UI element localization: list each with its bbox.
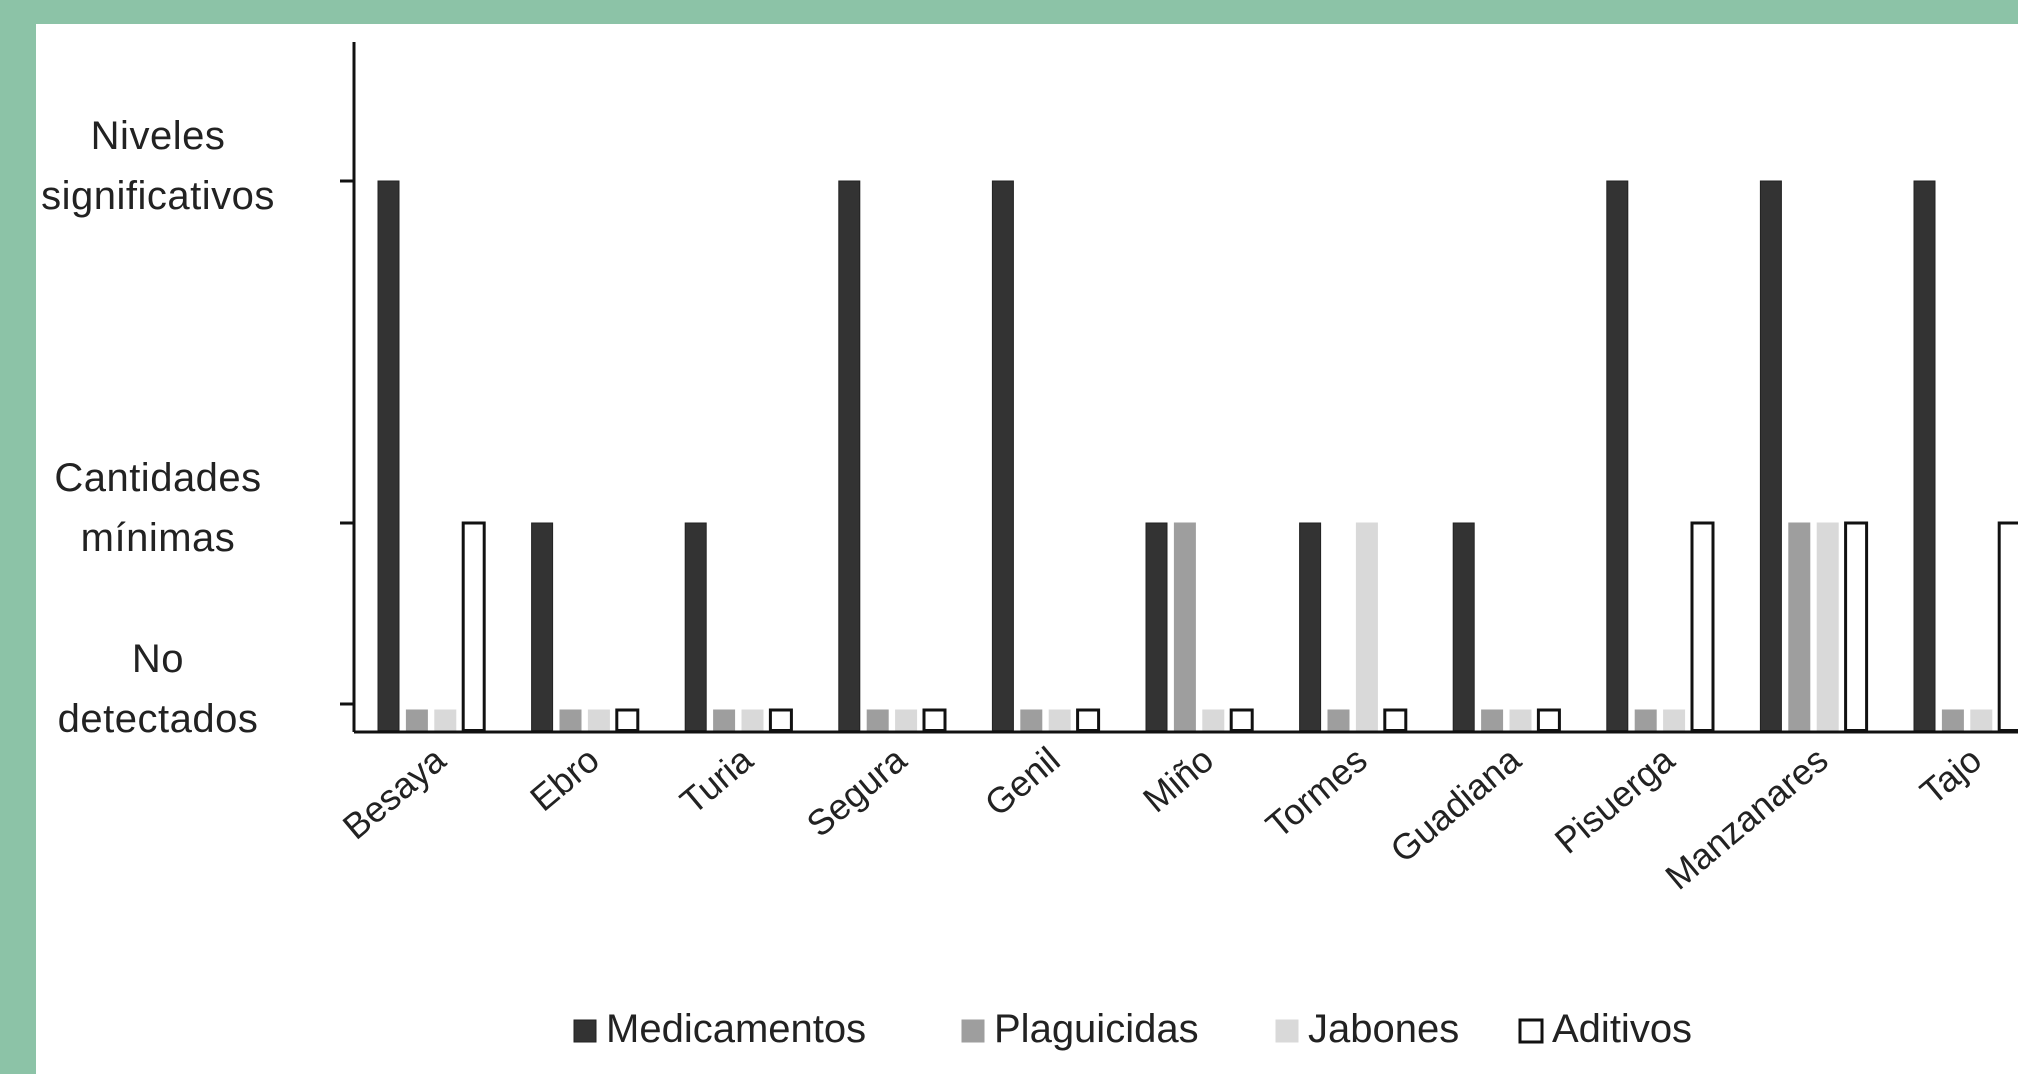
bar-aditivos-tormes bbox=[1383, 708, 1408, 732]
bar-aditivos-besaya bbox=[461, 521, 486, 732]
bar-medicamentos-turia bbox=[684, 522, 707, 731]
x-tick-label: Turia bbox=[672, 738, 761, 822]
legend-label-jabones: Jabones bbox=[1308, 1007, 1459, 1051]
bar-medicamentos-genil bbox=[991, 180, 1014, 731]
axes-group bbox=[340, 42, 2018, 734]
bar-aditivos-turia bbox=[768, 708, 793, 732]
bar-chart: No detectados Cantidades mínimas Niveles sign… bbox=[41, 42, 2018, 1051]
bar-jabones-tormes bbox=[1355, 522, 1378, 731]
x-tick-label: Manzanares bbox=[1657, 739, 1835, 898]
y-tick-label: No detectados bbox=[58, 637, 259, 741]
legend: Medicamentos Plaguicidas Jabones Aditivos bbox=[573, 1007, 1692, 1051]
legend-label-aditivos: Aditivos bbox=[1552, 1007, 1692, 1051]
bar-aditivos-genil bbox=[1076, 708, 1101, 732]
bar-jabones-guadiana bbox=[1509, 709, 1532, 731]
legend-swatch-aditivos bbox=[1518, 1018, 1544, 1044]
legend-label-medicamentos: Medicamentos bbox=[606, 1007, 866, 1051]
bar-plaguicidas-tormes bbox=[1327, 709, 1350, 731]
bar-plaguicidas-segura bbox=[866, 709, 889, 731]
x-tick-label: Ebro bbox=[522, 739, 607, 819]
bar-plaguicidas-pisuerga bbox=[1634, 709, 1657, 731]
bar-medicamentos-guadiana bbox=[1452, 522, 1475, 731]
x-tick-label: Guadiana bbox=[1382, 738, 1529, 870]
bar-medicamentos-ebro bbox=[531, 522, 554, 731]
bar-medicamentos-tormes bbox=[1299, 522, 1322, 731]
bar-aditivos-segura bbox=[922, 708, 947, 732]
bar-plaguicidas-tajo bbox=[1941, 709, 1964, 731]
bar-aditivos-manzanares bbox=[1844, 521, 1869, 732]
bar-jabones-ebro bbox=[587, 709, 610, 731]
x-axis-labels: Besaya Ebro Turia Segura Genil Miño Tormes Guad… bbox=[335, 738, 1989, 897]
x-tick-label: Tormes bbox=[1258, 739, 1375, 846]
bar-medicamentos-besaya bbox=[377, 180, 400, 731]
bar-plaguicidas-genil bbox=[1020, 709, 1043, 731]
bar-jabones-genil bbox=[1048, 709, 1071, 731]
chart-panel: No detectados Cantidades mínimas Niveles sign… bbox=[36, 24, 2018, 1074]
x-tick-label: Pisuerga bbox=[1547, 738, 1683, 861]
bar-jabones-besaya bbox=[434, 709, 457, 731]
bar-plaguicidas-ebro bbox=[559, 709, 582, 731]
bar-jabones-pisuerga bbox=[1663, 709, 1686, 731]
bar-medicamentos-tajo bbox=[1913, 180, 1936, 731]
bar-medicamentos-manzanares bbox=[1759, 180, 1782, 731]
bar-jabones-miño bbox=[1202, 709, 1225, 731]
bar-aditivos-miño bbox=[1229, 708, 1254, 732]
x-tick-label: Miño bbox=[1135, 739, 1221, 821]
bar-jabones-manzanares bbox=[1816, 522, 1839, 731]
x-tick-label: Genil bbox=[977, 739, 1068, 824]
bar-medicamentos-segura bbox=[838, 180, 861, 731]
y-axis-labels: No detectados Cantidades mínimas Niveles sign… bbox=[41, 114, 275, 741]
legend-swatch-plaguicidas bbox=[961, 1019, 985, 1043]
legend-label-plaguicidas: Plaguicidas bbox=[994, 1007, 1199, 1051]
bar-medicamentos-pisuerga bbox=[1606, 180, 1629, 731]
x-tick-label: Besaya bbox=[335, 738, 454, 847]
legend-swatch-medicamentos bbox=[573, 1019, 597, 1043]
bar-aditivos-pisuerga bbox=[1690, 521, 1715, 732]
bar-plaguicidas-manzanares bbox=[1788, 522, 1811, 731]
bars-group bbox=[377, 180, 2018, 732]
x-tick-label: Tajo bbox=[1912, 739, 1989, 813]
bar-aditivos-ebro bbox=[615, 708, 640, 732]
y-tick-label: Cantidades mínimas bbox=[54, 456, 261, 560]
bar-jabones-segura bbox=[895, 709, 918, 731]
bar-plaguicidas-miño bbox=[1173, 522, 1196, 731]
bar-plaguicidas-turia bbox=[713, 709, 736, 731]
x-tick-label: Segura bbox=[799, 738, 915, 845]
bar-aditivos-tajo bbox=[1997, 521, 2018, 732]
y-tick-label: Niveles significativos bbox=[41, 114, 275, 218]
legend-swatch-jabones bbox=[1275, 1019, 1299, 1043]
bar-aditivos-guadiana bbox=[1536, 708, 1561, 732]
bar-plaguicidas-guadiana bbox=[1481, 709, 1504, 731]
bar-plaguicidas-besaya bbox=[405, 709, 428, 731]
bar-jabones-turia bbox=[741, 709, 764, 731]
bar-jabones-tajo bbox=[1970, 709, 1993, 731]
bar-medicamentos-miño bbox=[1145, 522, 1168, 731]
